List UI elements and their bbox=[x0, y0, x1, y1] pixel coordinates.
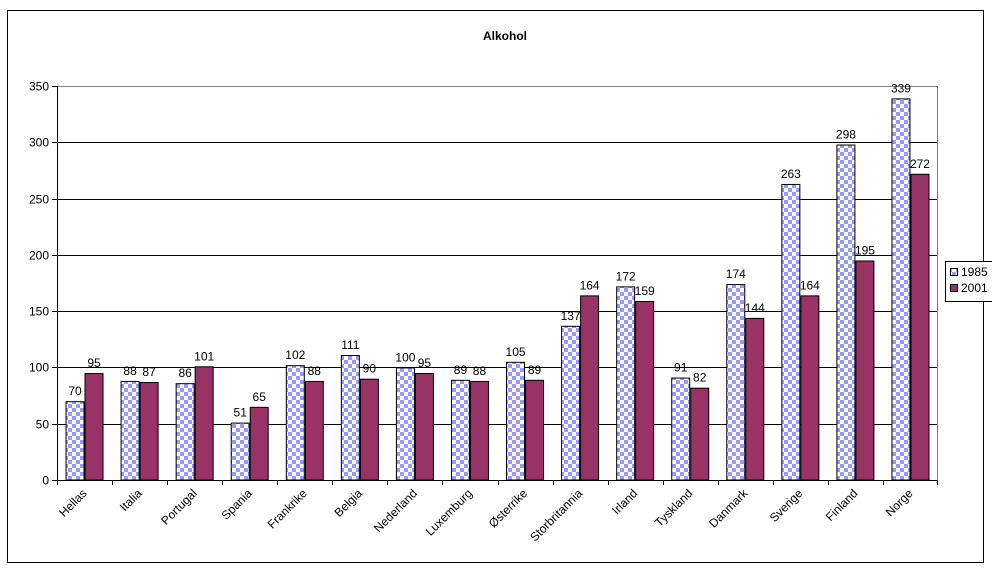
data-label-2001-Irland: 159 bbox=[635, 284, 655, 298]
data-label-1985-Østerrike: 105 bbox=[506, 345, 526, 359]
bar-2001-Finland bbox=[855, 260, 875, 481]
data-label-2001-Storbritannia: 164 bbox=[580, 278, 600, 292]
bar-2001-Sverige bbox=[800, 295, 820, 481]
data-label-1985-Irland: 172 bbox=[616, 269, 636, 283]
y-tick-label: 300 bbox=[29, 136, 49, 150]
bar-1985-Storbritannia bbox=[561, 325, 581, 481]
data-label-2001-Italia: 87 bbox=[142, 365, 156, 379]
data-label-1985-Norge: 339 bbox=[891, 81, 911, 95]
bar-2001-Belgia bbox=[359, 378, 379, 481]
data-label-1985-Nederland: 100 bbox=[395, 350, 415, 364]
data-label-2001-Frankrike: 88 bbox=[308, 364, 322, 378]
legend: 1985 2001 bbox=[945, 261, 992, 302]
chart-border bbox=[7, 10, 984, 563]
bar-2001-Portugal bbox=[194, 366, 214, 481]
data-label-2001-Finland: 195 bbox=[855, 243, 875, 257]
bar-2001-Italia bbox=[139, 382, 159, 481]
bar-2001-Irland bbox=[635, 301, 655, 481]
data-label-2001-Tyskland: 82 bbox=[693, 371, 707, 385]
legend-swatch-1985 bbox=[950, 268, 958, 276]
bar-1985-Nederland bbox=[395, 367, 415, 481]
bar-2001-Norge bbox=[910, 173, 930, 481]
y-axis: 0 50 100 150 200 250 300 350 bbox=[29, 80, 57, 488]
data-label-1985-Sverige: 263 bbox=[781, 167, 801, 181]
bar-1985-Norge bbox=[891, 98, 911, 481]
data-label-2001-Danmark: 144 bbox=[745, 301, 765, 315]
bar-1985-Irland bbox=[616, 286, 636, 481]
legend-label-1985: 1985 bbox=[961, 265, 988, 279]
bar-1985-Danmark bbox=[726, 284, 746, 481]
bar-1985-Frankrike bbox=[285, 365, 305, 481]
bar-2001-Tyskland bbox=[690, 387, 710, 481]
legend-label-2001: 2001 bbox=[961, 281, 988, 295]
y-tick-label: 200 bbox=[29, 249, 49, 263]
legend-swatch-2001 bbox=[950, 284, 958, 292]
bar-2001-Danmark bbox=[745, 317, 765, 481]
bar-1985-Portugal bbox=[175, 383, 195, 481]
data-label-2001-Østerrike: 89 bbox=[528, 363, 542, 377]
bar-1985-Spania bbox=[230, 422, 250, 481]
y-tick-label: 250 bbox=[29, 193, 49, 207]
data-label-1985-Belgia: 111 bbox=[341, 338, 360, 352]
bars bbox=[65, 98, 930, 481]
bar-1985-Luxemburg bbox=[450, 379, 470, 481]
data-label-2001-Belgia: 90 bbox=[363, 362, 377, 376]
y-tick-label: 150 bbox=[29, 305, 49, 319]
data-label-1985-Finland: 298 bbox=[836, 128, 856, 142]
bar-1985-Belgia bbox=[340, 355, 360, 481]
data-label-2001-Spania: 65 bbox=[253, 390, 267, 404]
bar-2001-Nederland bbox=[414, 373, 434, 481]
bar-1985-Italia bbox=[120, 380, 140, 481]
bar-1985-Sverige bbox=[781, 183, 801, 481]
data-label-1985-Luxemburg: 89 bbox=[454, 363, 468, 377]
data-label-1985-Danmark: 174 bbox=[726, 267, 746, 281]
bar-2001-Hellas bbox=[84, 373, 104, 481]
bar-2001-Spania bbox=[249, 406, 269, 481]
bar-2001-Storbritannia bbox=[580, 295, 600, 481]
bar-1985-Tyskland bbox=[671, 377, 691, 481]
bar-1985-Finland bbox=[836, 144, 856, 481]
y-tick-label: 0 bbox=[42, 474, 49, 488]
data-label-2001-Hellas: 95 bbox=[87, 356, 101, 370]
chart-title: Alkohol bbox=[483, 29, 527, 43]
data-label-1985-Frankrike: 102 bbox=[285, 348, 305, 362]
bar-2001-Luxemburg bbox=[469, 380, 489, 481]
y-tick-label: 50 bbox=[36, 418, 50, 432]
data-label-1985-Tyskland: 91 bbox=[674, 361, 688, 375]
bar-2001-Frankrike bbox=[304, 380, 324, 481]
bar-1985-Hellas bbox=[65, 401, 85, 481]
data-label-2001-Nederland: 95 bbox=[418, 356, 432, 370]
data-label-2001-Norge: 272 bbox=[910, 157, 930, 171]
bar-2001-Østerrike bbox=[525, 379, 545, 481]
data-label-1985-Storbritannia: 137 bbox=[561, 309, 581, 323]
bar-1985-Østerrike bbox=[506, 361, 526, 481]
data-label-1985-Italia: 88 bbox=[123, 364, 137, 378]
data-label-2001-Portugal: 101 bbox=[194, 349, 214, 363]
y-tick-label: 350 bbox=[29, 80, 49, 94]
data-label-1985-Portugal: 86 bbox=[178, 366, 192, 380]
data-label-1985-Spania: 51 bbox=[234, 406, 248, 420]
data-label-2001-Sverige: 164 bbox=[800, 278, 820, 292]
y-tick-label: 100 bbox=[29, 361, 49, 375]
data-label-1985-Hellas: 70 bbox=[68, 384, 82, 398]
data-label-2001-Luxemburg: 88 bbox=[473, 364, 487, 378]
